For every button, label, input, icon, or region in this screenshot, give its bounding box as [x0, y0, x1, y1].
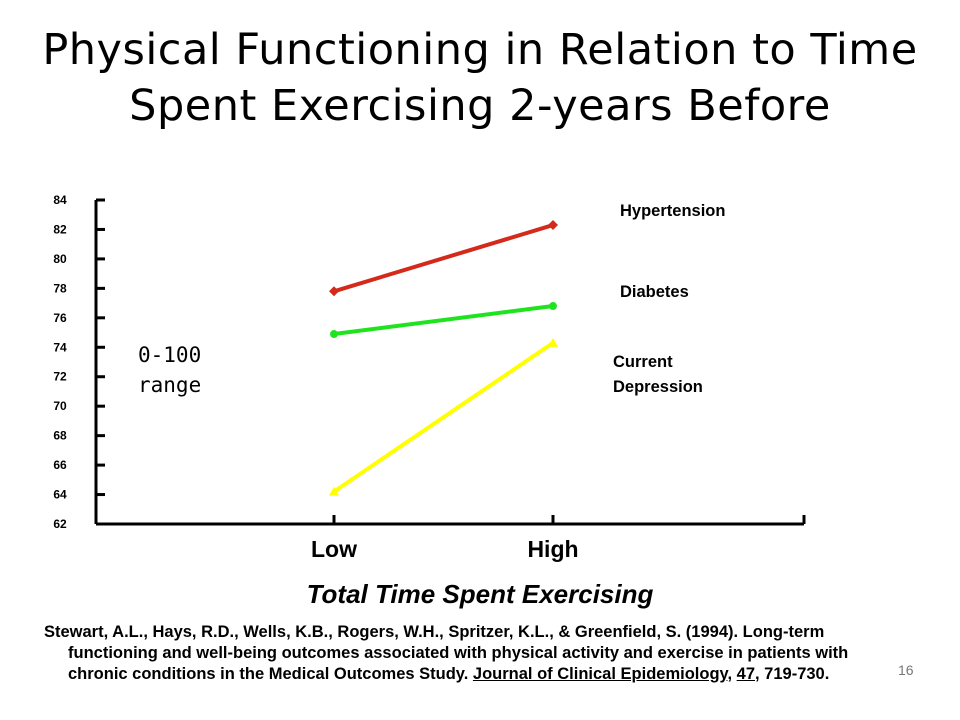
slide-number: 16 [898, 662, 914, 678]
series-lines [329, 220, 558, 496]
citation-sep: , [727, 665, 737, 683]
citation-volume: 47 [736, 665, 756, 683]
citation-pages: , 719-730. [755, 665, 830, 683]
data-point-diabetes-high [549, 302, 557, 311]
y-tick-label: 78 [53, 281, 67, 295]
series-label-current-depression: Current Depression [613, 353, 703, 396]
y-axis: 62 64 66 68 70 72 74 76 78 80 82 84 [53, 193, 105, 531]
y-tick-label: 80 [53, 252, 67, 266]
range-annotation-line-2: range [138, 373, 202, 397]
title-line-1: Physical Functioning in Relation to Time [42, 25, 918, 75]
data-point-current-depression-high [548, 337, 558, 347]
x-tick-label-high: High [527, 536, 578, 562]
y-tick-label: 82 [53, 222, 67, 236]
y-tick-label: 62 [53, 517, 67, 531]
range-annotation-line-1: 0-100 [138, 343, 202, 367]
series-label-diabetes: Diabetes [620, 283, 689, 301]
y-tick-label: 84 [53, 193, 67, 207]
slide-title: Physical Functioning in Relation to Time… [0, 22, 960, 134]
series-labels: Hypertension Diabetes Current Depression [613, 202, 725, 396]
y-tick-label: 64 [53, 488, 67, 502]
citation-text: chronic conditions in the Medical Outcom… [68, 665, 473, 683]
citation-line-1: Stewart, A.L., Hays, R.D., Wells, K.B., … [44, 623, 825, 641]
data-point-hypertension-low [329, 286, 339, 297]
citation-journal: Journal of Clinical Epidemiology [472, 665, 728, 683]
title-line-2: Spent Exercising 2-years Before [129, 81, 831, 131]
data-point-hypertension-high [548, 220, 558, 231]
y-tick-label: 68 [53, 429, 67, 443]
y-tick-label: 74 [53, 340, 67, 354]
data-point-diabetes-low [330, 330, 338, 339]
data-point-current-depression-low [329, 486, 339, 496]
x-tick-label-low: Low [311, 536, 357, 562]
series-line-current-depression [332, 341, 555, 494]
range-annotation: 0-100 range [138, 340, 201, 400]
series-line-hypertension [333, 223, 554, 294]
citation: Stewart, A.L., Hays, R.D., Wells, K.B., … [44, 622, 949, 685]
citation-line-2: functioning and well-being outcomes asso… [68, 644, 849, 662]
x-axis: Low High [96, 515, 806, 562]
x-axis-title: Total Time Spent Exercising [307, 579, 654, 609]
y-tick-label: 70 [53, 399, 67, 413]
line-chart: 62 64 66 68 70 72 74 76 78 80 82 84 Low High Hyperte… [53, 193, 806, 609]
series-label-hypertension: Hypertension [620, 202, 725, 220]
series-line-diabetes [333, 304, 554, 337]
y-tick-label: 72 [53, 370, 67, 384]
y-tick-label: 66 [53, 458, 67, 472]
citation-line-3: chronic conditions in the Medical Outcom… [44, 664, 949, 685]
y-tick-label: 76 [53, 311, 67, 325]
